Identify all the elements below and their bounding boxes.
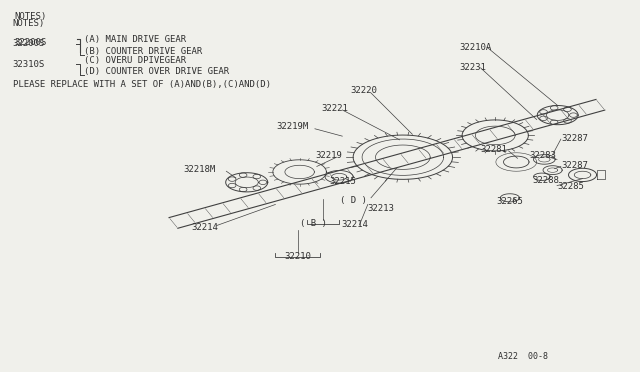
Text: 32287: 32287 [561, 161, 588, 170]
Text: 32214: 32214 [191, 223, 218, 232]
Text: 32210A: 32210A [459, 43, 491, 52]
Text: ( B ): ( B ) [300, 219, 327, 228]
Text: 32287: 32287 [561, 134, 588, 142]
Text: 32200S: 32200S [14, 38, 46, 47]
Text: 32221: 32221 [321, 104, 348, 113]
Text: 32285: 32285 [557, 182, 584, 191]
Text: 32265: 32265 [496, 197, 523, 206]
Text: PLEASE REPLACE WITH A SET OF (A)AND(B),(C)AND(D): PLEASE REPLACE WITH A SET OF (A)AND(B),(… [13, 80, 271, 89]
Text: 32220: 32220 [351, 86, 378, 95]
Text: 32213: 32213 [368, 204, 395, 214]
Text: 32231: 32231 [459, 63, 486, 72]
Text: 32214: 32214 [342, 220, 369, 229]
Text: 32283: 32283 [529, 151, 556, 160]
Text: 32219: 32219 [316, 151, 342, 160]
Text: 32210: 32210 [284, 252, 311, 262]
Text: (B) COUNTER DRIVE GEAR: (B) COUNTER DRIVE GEAR [84, 46, 203, 55]
Text: (D) COUNTER OVER DRIVE GEAR: (D) COUNTER OVER DRIVE GEAR [84, 67, 230, 76]
Text: 32218M: 32218M [183, 165, 215, 174]
Text: 32281: 32281 [481, 145, 508, 154]
Text: NOTES): NOTES) [14, 13, 46, 22]
Text: (C) OVERU DPIVEGEAR: (C) OVERU DPIVEGEAR [84, 56, 187, 65]
Text: ( D ): ( D ) [340, 196, 367, 205]
Text: A322  00-8: A322 00-8 [499, 352, 548, 361]
Text: NOTES): NOTES) [13, 19, 45, 28]
Text: 32200S: 32200S [13, 39, 45, 48]
Text: 32219M: 32219M [276, 122, 309, 131]
Text: 32288: 32288 [532, 176, 559, 185]
Text: (A) MAIN DRIVE GEAR: (A) MAIN DRIVE GEAR [84, 35, 187, 44]
Text: 32310S: 32310S [13, 60, 45, 69]
Text: 32215: 32215 [330, 177, 356, 186]
